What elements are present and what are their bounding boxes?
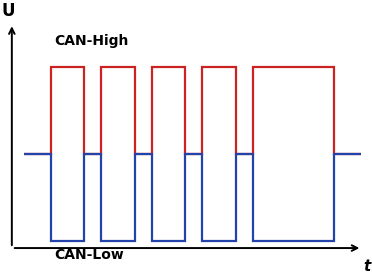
Text: t: t: [363, 258, 371, 273]
Text: U: U: [2, 2, 15, 20]
Text: CAN-High: CAN-High: [54, 34, 128, 48]
Text: CAN-Low: CAN-Low: [54, 248, 124, 262]
